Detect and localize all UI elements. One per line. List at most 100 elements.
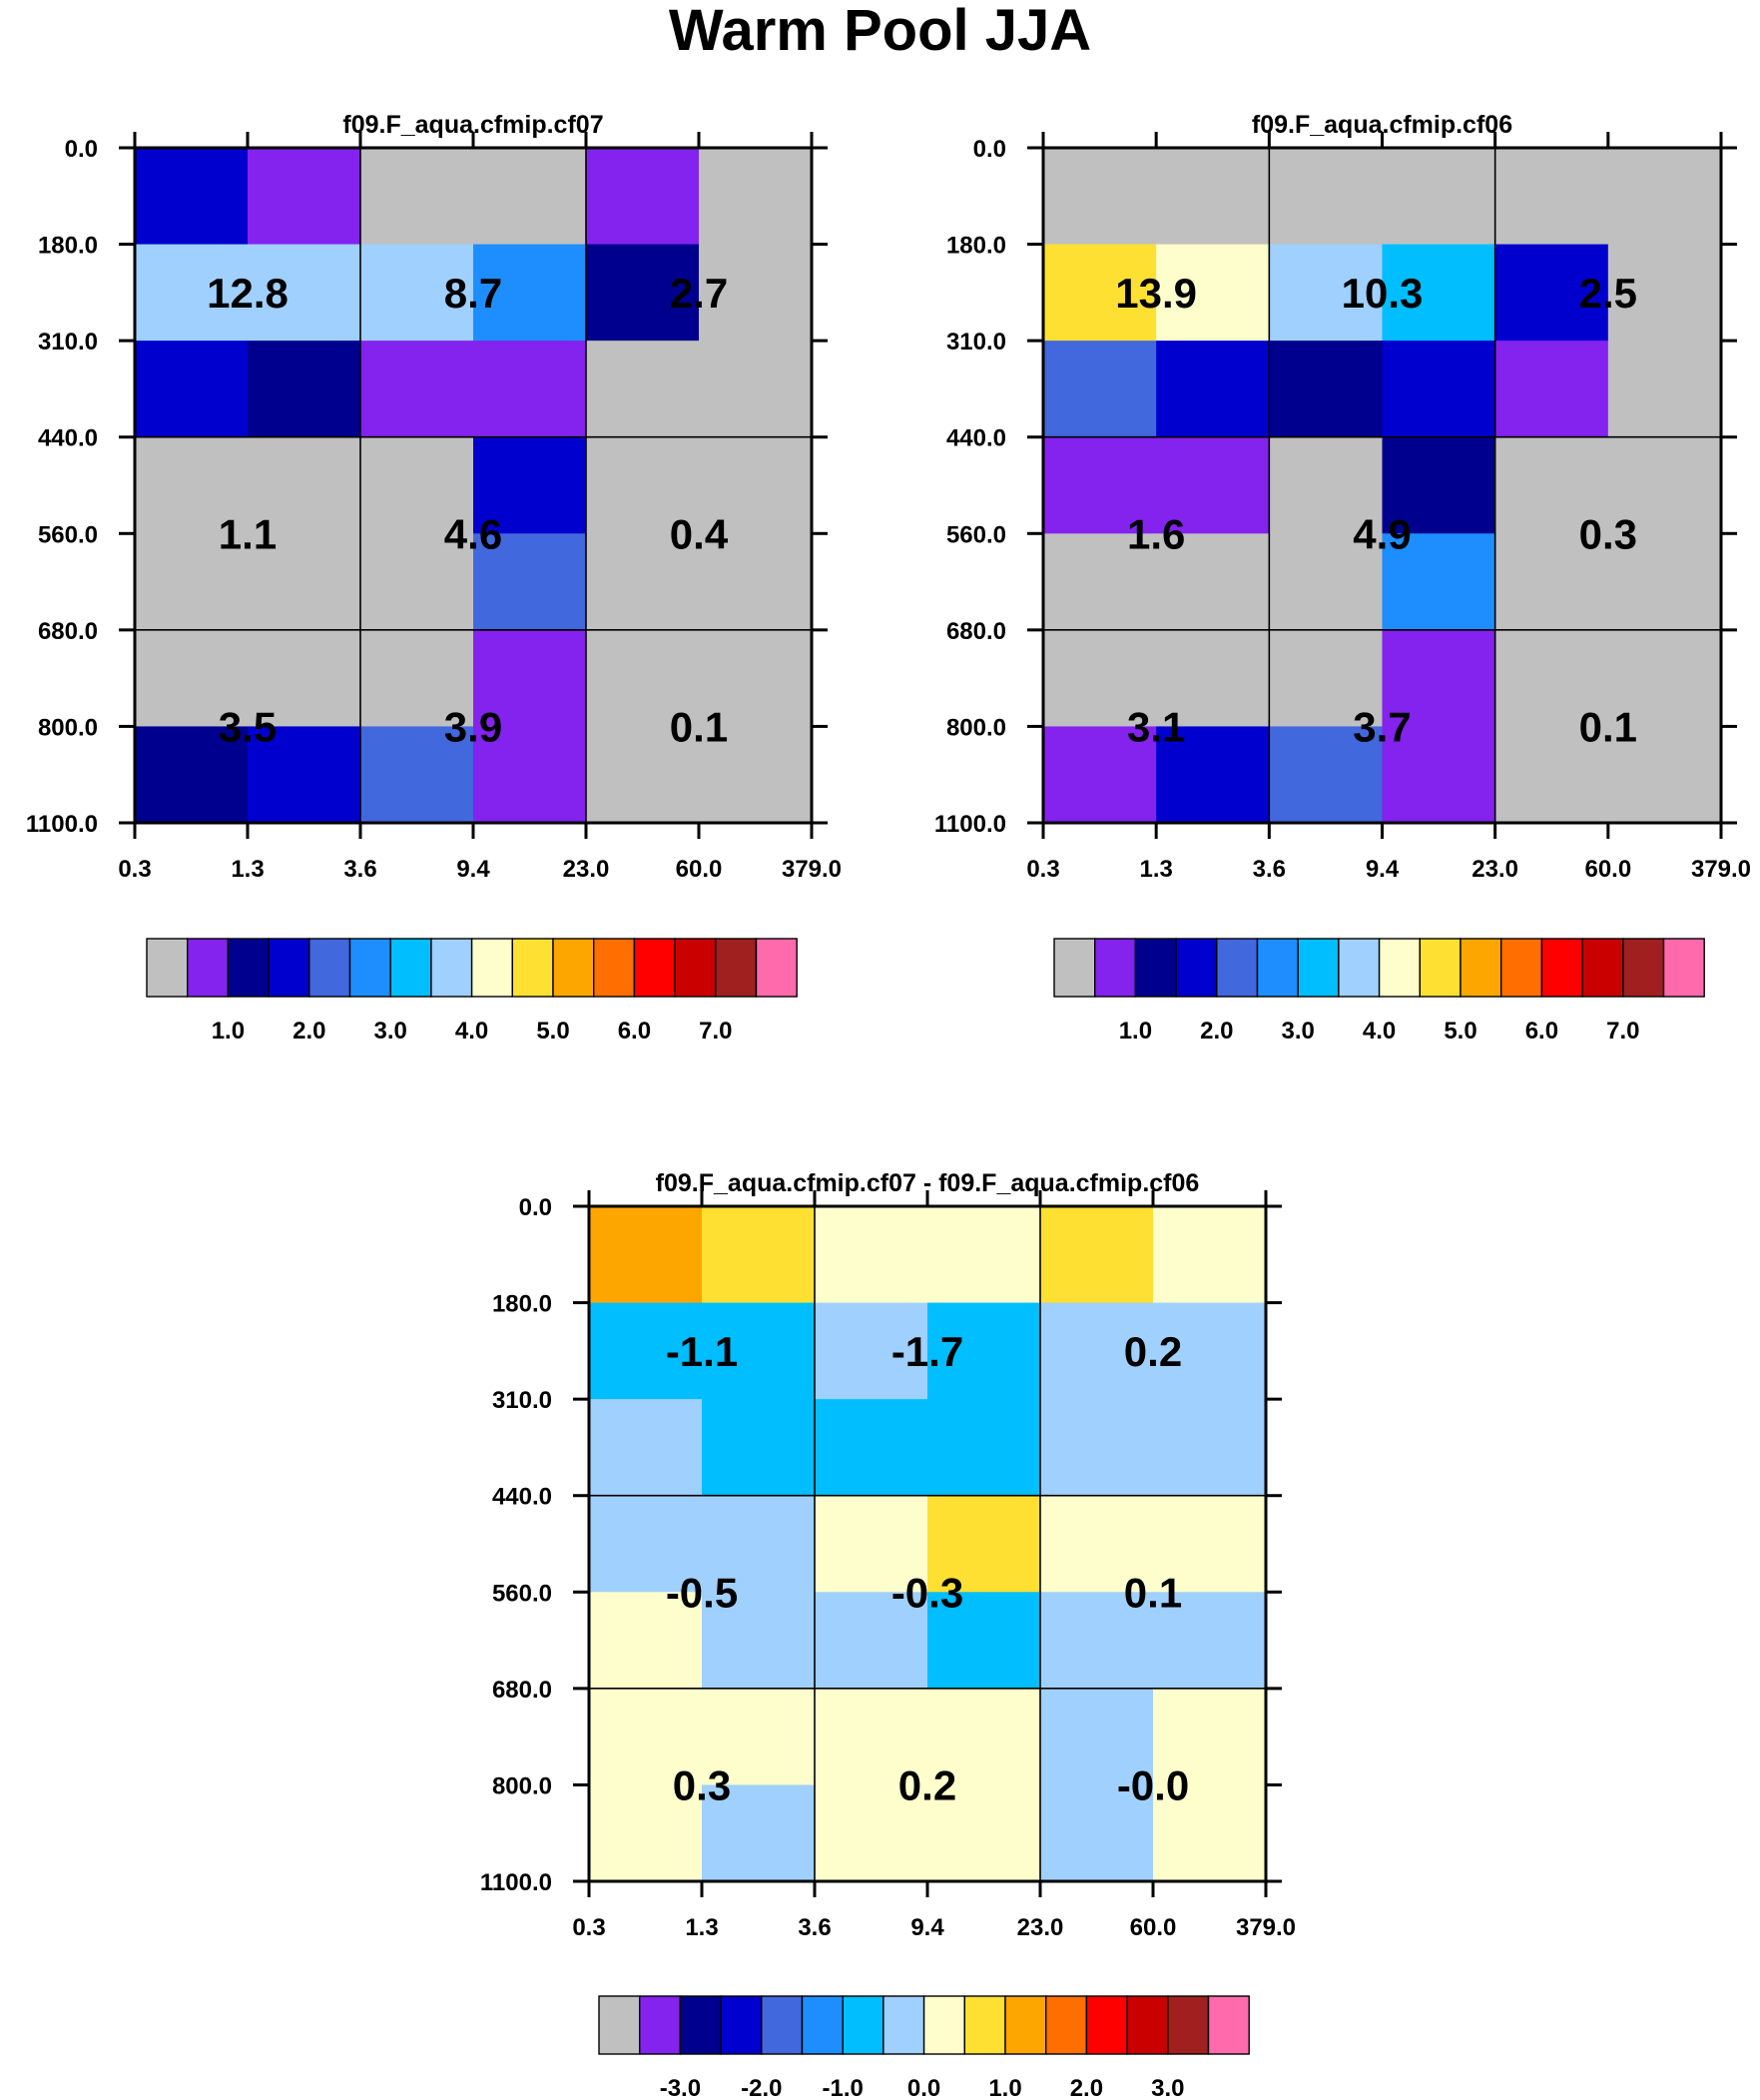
heatmap-cell [699,533,813,631]
heatmap-cell [360,726,474,824]
heatmap-cell [586,244,700,342]
colorbar-box [1338,938,1381,998]
heatmap-cell [699,244,813,342]
heatmap-cell [1607,436,1722,534]
colorbar-box [1419,938,1462,998]
heatmap-cell [135,726,249,824]
colorbar-box [1126,1995,1169,2055]
heatmap-cell [815,1399,928,1497]
cell-value-label: 4.6 [444,510,502,557]
heatmap-cell [699,148,813,246]
heatmap-cell [586,726,700,824]
colorbar-box [308,938,351,998]
colorbar-box [715,938,758,998]
heatmap-cell [1040,1399,1154,1497]
heatmap-cell [248,244,361,342]
colorbar-box [1460,938,1502,998]
heatmap-cell [1269,629,1384,728]
heatmap-cell [927,1399,1041,1497]
colorbar-label: -2.0 [741,2075,782,2100]
y-tick-label: 680.0 [492,1677,552,1704]
x-tick-label: 1.3 [1139,856,1172,883]
colorbar-label: 0.0 [907,2075,940,2100]
heatmap-cell [927,1688,1041,1786]
heatmap-cell [586,533,700,631]
cell-value-label: -1.1 [666,1328,738,1375]
y-tick-label: 310.0 [946,329,1006,355]
heatmap-cell [927,1495,1041,1593]
heatmap-cell [248,341,361,438]
heatmap-cell [1156,341,1270,438]
heatmap-cell [702,1784,816,1882]
colorbar-box [1004,1995,1047,2055]
colorbar-label: 1.0 [988,2075,1021,2100]
heatmap-cell [699,726,813,824]
heatmap-cell [589,1302,703,1400]
colorbar-box [268,938,310,998]
x-tick-label: 3.6 [798,1914,831,1941]
cell-value-label: -0.5 [666,1569,738,1616]
colorbar-box [511,938,554,998]
colorbar-box [639,1995,682,2055]
heatmap-cell [1040,1302,1154,1400]
colorbar-box [430,938,473,998]
heatmap-cell [1494,726,1609,824]
heatmap-cell [135,533,249,631]
heatmap-cell [1382,341,1496,438]
y-tick-label: 680.0 [946,618,1006,645]
colorbar-box [755,938,798,998]
colorbar-box [633,938,676,998]
x-tick-label: 3.6 [343,856,376,883]
heatmap-cell [702,1688,816,1786]
heatmap-cell [135,629,249,728]
y-tick-label: 800.0 [492,1772,552,1799]
heatmap-cell [248,436,361,534]
colorbar-label: 2.0 [293,1018,325,1045]
heatmap-cell [589,1784,703,1882]
heatmap-cell [1607,629,1722,728]
heatmap-cell [589,1206,703,1304]
heatmap-cell [815,1784,928,1882]
heatmap-cell [248,533,361,631]
colorbar-box [1044,1995,1088,2055]
y-tick-label: 680.0 [38,618,98,645]
x-tick-label: 23.0 [1471,856,1518,883]
cell-value-label: 0.4 [670,510,729,557]
y-tick-label: 310.0 [492,1387,552,1414]
cell-value-label: -1.7 [891,1328,963,1375]
x-tick-label: 23.0 [563,856,610,883]
heatmap-cell [699,629,813,728]
x-tick-label: 0.3 [118,856,151,883]
colorbar-label: 5.0 [1444,1018,1476,1045]
heatmap-cell [1043,244,1157,342]
panel-cf06: f09.F_aqua.cfmip.cf060.0180.0310.0440.05… [934,111,1751,1045]
heatmap-cell [473,629,587,728]
colorbar-box [1622,938,1665,998]
heatmap-cell [1156,533,1270,631]
colorbar-box [761,1995,804,2055]
y-tick-label: 440.0 [492,1484,552,1511]
y-tick-label: 440.0 [38,425,98,452]
x-tick-label: 9.4 [1366,856,1400,883]
colorbar-box [1662,938,1705,998]
heatmap-cell [1043,533,1157,631]
colorbar-label: -3.0 [660,2075,701,2100]
heatmap-cell [1607,533,1722,631]
heatmap-cell [1494,436,1609,534]
heatmap-cell [1382,148,1496,246]
y-tick-label: 0.0 [519,1194,552,1221]
heatmap-cell [1040,1495,1154,1593]
colorbar-box [146,938,189,998]
heatmap-cell [1269,726,1384,824]
heatmap-cell [1607,244,1722,342]
heatmap-cell [473,726,587,824]
colorbar-box [1207,1995,1250,2055]
colorbar-label: 3.0 [1151,2075,1184,2100]
heatmap-cell [1153,1302,1267,1400]
page-title: Warm Pool JJA [668,0,1092,63]
heatmap-cell [589,1399,703,1497]
cell-value-label: -0.3 [891,1569,963,1616]
x-tick-label: 9.4 [910,1914,944,1941]
heatmap-cell [1156,436,1270,534]
